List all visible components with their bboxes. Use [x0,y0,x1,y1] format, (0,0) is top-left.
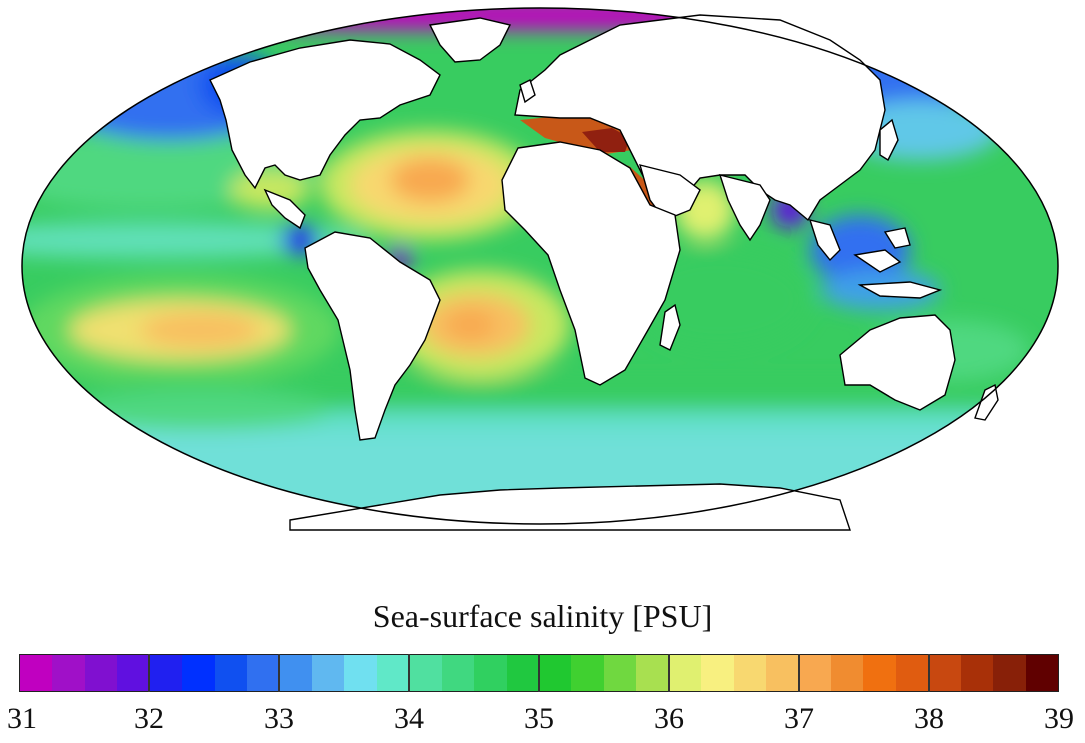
continents [209,14,999,531]
colorbar-segment [603,655,637,691]
colorbar-segment [960,655,994,691]
colorbar-segment [1025,655,1058,691]
colorbar-segment [766,655,799,691]
colorbar-segment [409,655,442,691]
colorbar-tick-mark [148,654,150,692]
colorbar-segment [214,655,248,691]
colorbar-tick-label: 36 [654,702,684,735]
colorbar-segment [539,655,572,691]
colorbar-segment [701,655,734,691]
colorbar-segment [506,655,539,691]
colorbar-segment [571,655,604,691]
colorbar-tick-label: 39 [1044,702,1074,735]
colorbar-segment [247,655,280,691]
colorbar-tick-mark [408,654,410,692]
colorbar-segment [863,655,896,691]
colorbar-segment [376,655,410,691]
colorbar-tick-label: 31 [7,702,37,735]
colorbar-tick-mark [668,654,670,692]
colorbar-tick-mark [278,654,280,692]
colorbar-segment [474,655,507,691]
colorbar-segment [279,655,312,691]
colorbar-segment [311,655,345,691]
colorbar-tick-label: 32 [134,702,164,735]
colorbar-tick-label: 37 [784,702,814,735]
colorbar-tick-label: 35 [524,702,554,735]
colorbar-tick-mark [798,654,800,692]
colorbar-tick-label: 38 [914,702,944,735]
colorbar-segment [993,655,1026,691]
colorbar-segment [441,655,475,691]
colorbar-tick-mark [538,654,540,692]
colorbar-segment [798,655,831,691]
colorbar-segment [52,655,85,691]
colorbar-segment [830,655,864,691]
colorbar-tick-label: 34 [394,702,424,735]
colorbar-segment [20,655,53,691]
colorbar-tick-mark [928,654,930,692]
colorbar-segment [928,655,961,691]
salinity-map [21,7,1059,531]
colorbar-segment [668,655,702,691]
colorbar-segment [636,655,669,691]
colorbar-segment [182,655,215,691]
mollweide-world-map [21,7,1059,531]
colorbar-title: Sea-surface salinity [PSU] [372,598,713,634]
colorbar-tick-label: 33 [264,702,294,735]
colorbar-segment [895,655,929,691]
colorbar-segment [733,655,767,691]
colorbar-segment [117,655,150,691]
colorbar-segment [344,655,377,691]
colorbar-segment [149,655,183,691]
colorbar-segment [84,655,118,691]
map-border [21,7,1059,525]
salinity-colorbar [19,654,1059,692]
